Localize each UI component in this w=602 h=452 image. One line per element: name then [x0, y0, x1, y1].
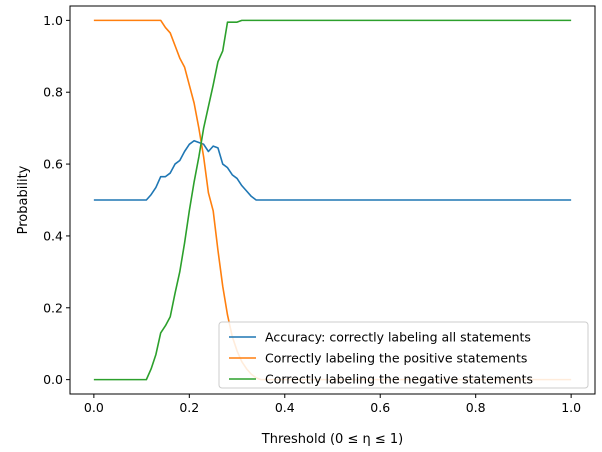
y-tick-label: 0.8	[43, 85, 63, 100]
x-tick-label: 0.8	[466, 400, 486, 415]
x-tick-label: 0.4	[275, 400, 295, 415]
y-axis-ticks: 0.0 0.2 0.4 0.6 0.8 1.0	[43, 13, 70, 387]
x-axis-ticks: 0.0 0.2 0.4 0.6 0.8 1.0	[84, 394, 581, 415]
legend-label: Correctly labeling the negative statemen…	[265, 372, 533, 387]
series-line-3	[93, 19, 572, 381]
x-axis-label: Threshold (0 ≤ η ≤ 1)	[261, 432, 403, 447]
x-tick-label: 0.2	[179, 400, 199, 415]
y-axis-label: Probability	[16, 165, 31, 234]
legend: Accuracy: correctly labeling all stateme…	[218, 321, 589, 389]
legend-label: Correctly labeling the positive statemen…	[265, 351, 527, 366]
series-line-1	[93, 139, 572, 201]
y-tick-label: 0.4	[43, 228, 63, 243]
y-tick-label: 0.6	[43, 157, 63, 172]
legend-label: Accuracy: correctly labeling all stateme…	[265, 330, 531, 345]
y-tick-label: 1.0	[43, 13, 63, 28]
x-tick-label: 1.0	[561, 400, 581, 415]
legend-box	[218, 321, 589, 389]
y-tick-label: 0.0	[43, 372, 63, 387]
y-tick-label: 0.2	[43, 300, 63, 315]
x-tick-label: 0.0	[84, 400, 104, 415]
x-tick-label: 0.6	[370, 400, 390, 415]
